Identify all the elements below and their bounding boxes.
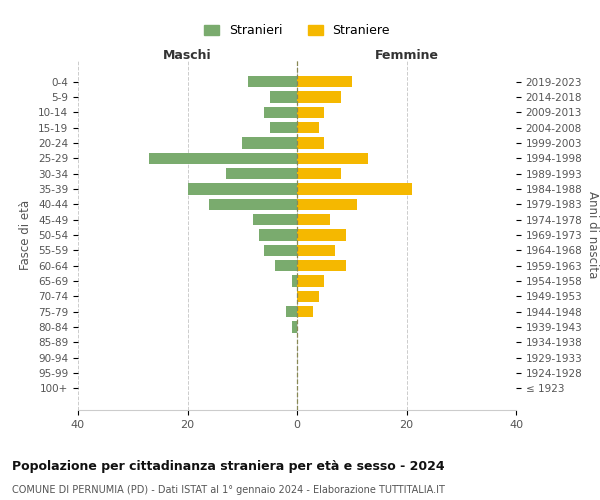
Text: Femmine: Femmine (374, 48, 439, 62)
Bar (297, 137, 325, 148)
Bar (264, 244, 297, 256)
Bar (253, 214, 297, 226)
Bar (297, 229, 346, 241)
Bar (297, 76, 352, 88)
Text: Maschi: Maschi (163, 48, 212, 62)
Bar (297, 122, 319, 134)
Bar (297, 260, 346, 272)
Bar (297, 168, 341, 179)
Bar (297, 214, 330, 226)
Text: COMUNE DI PERNUMIA (PD) - Dati ISTAT al 1° gennaio 2024 - Elaborazione TUTTITALI: COMUNE DI PERNUMIA (PD) - Dati ISTAT al … (12, 485, 445, 495)
Bar (297, 91, 341, 102)
Bar (297, 152, 368, 164)
Bar (269, 91, 297, 102)
Bar (286, 306, 297, 318)
Bar (297, 106, 325, 118)
Y-axis label: Anni di nascita: Anni di nascita (586, 192, 599, 278)
Bar (187, 183, 297, 194)
Bar (226, 168, 297, 179)
Bar (292, 276, 297, 287)
Y-axis label: Fasce di età: Fasce di età (19, 200, 32, 270)
Bar (297, 290, 319, 302)
Bar (297, 276, 325, 287)
Bar (149, 152, 297, 164)
Bar (297, 183, 412, 194)
Legend: Stranieri, Straniere: Stranieri, Straniere (200, 20, 394, 42)
Bar (209, 198, 297, 210)
Text: Popolazione per cittadinanza straniera per età e sesso - 2024: Popolazione per cittadinanza straniera p… (12, 460, 445, 473)
Bar (297, 244, 335, 256)
Bar (259, 229, 297, 241)
Bar (297, 198, 357, 210)
Bar (264, 106, 297, 118)
Bar (269, 122, 297, 134)
Bar (242, 137, 297, 148)
Bar (297, 306, 313, 318)
Bar (248, 76, 297, 88)
Bar (275, 260, 297, 272)
Bar (292, 322, 297, 333)
